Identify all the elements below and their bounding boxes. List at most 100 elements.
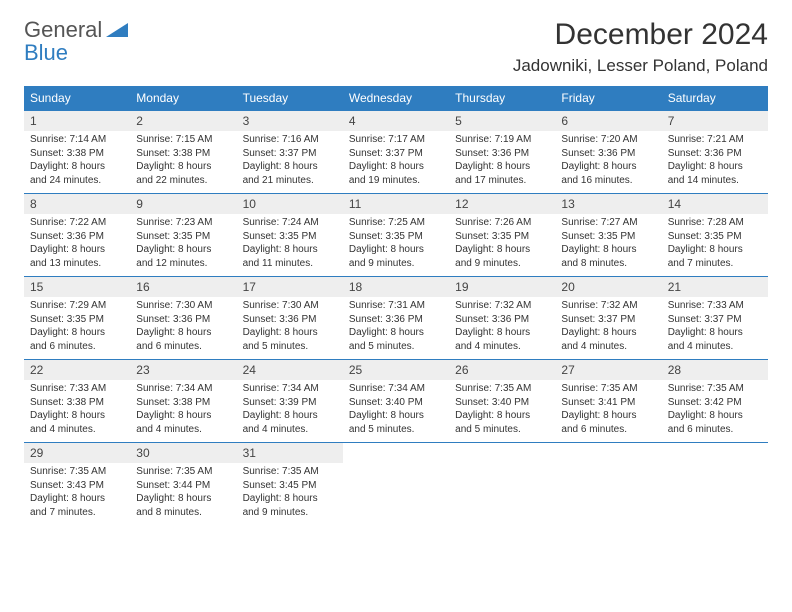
day-info-line: Daylight: 8 hours [243, 160, 337, 174]
day-info-line: Sunset: 3:45 PM [243, 479, 337, 493]
day-number: 3 [237, 111, 343, 131]
day-cell: 6Sunrise: 7:20 AMSunset: 3:36 PMDaylight… [555, 110, 661, 193]
day-info-line: Daylight: 8 hours [243, 326, 337, 340]
day-number: 19 [449, 277, 555, 297]
day-info-line: Sunset: 3:38 PM [136, 396, 230, 410]
logo-line1: General [24, 18, 102, 41]
day-number: 29 [24, 443, 130, 463]
day-cell: 13Sunrise: 7:27 AMSunset: 3:35 PMDayligh… [555, 193, 661, 276]
day-cell: 20Sunrise: 7:32 AMSunset: 3:37 PMDayligh… [555, 276, 661, 359]
day-info-line: Sunrise: 7:21 AM [668, 133, 762, 147]
day-info-line: Sunrise: 7:16 AM [243, 133, 337, 147]
day-info-line: Sunrise: 7:34 AM [136, 382, 230, 396]
month-title: December 2024 [513, 18, 768, 52]
day-info-line: Daylight: 8 hours [668, 409, 762, 423]
day-info-line: Sunset: 3:35 PM [349, 230, 443, 244]
weekday-header: Saturday [662, 86, 768, 110]
day-cell: 2Sunrise: 7:15 AMSunset: 3:38 PMDaylight… [130, 110, 236, 193]
day-info-line: Daylight: 8 hours [349, 160, 443, 174]
day-cell: 12Sunrise: 7:26 AMSunset: 3:35 PMDayligh… [449, 193, 555, 276]
day-cell: 7Sunrise: 7:21 AMSunset: 3:36 PMDaylight… [662, 110, 768, 193]
day-info-line: Sunrise: 7:17 AM [349, 133, 443, 147]
day-number: 2 [130, 111, 236, 131]
day-info-line: Daylight: 8 hours [668, 243, 762, 257]
day-info-line: Daylight: 8 hours [455, 409, 549, 423]
day-info-line: and 12 minutes. [136, 257, 230, 271]
day-cell: 22Sunrise: 7:33 AMSunset: 3:38 PMDayligh… [24, 359, 130, 442]
day-number: 26 [449, 360, 555, 380]
day-cell: 11Sunrise: 7:25 AMSunset: 3:35 PMDayligh… [343, 193, 449, 276]
day-info-line: Daylight: 8 hours [243, 243, 337, 257]
day-info-line: Daylight: 8 hours [349, 326, 443, 340]
day-info-line: Sunrise: 7:28 AM [668, 216, 762, 230]
day-info-line: Sunset: 3:38 PM [30, 147, 124, 161]
day-info-line: Sunset: 3:36 PM [455, 313, 549, 327]
day-number: 17 [237, 277, 343, 297]
day-info-line: Daylight: 8 hours [243, 492, 337, 506]
day-info-line: Sunset: 3:35 PM [561, 230, 655, 244]
day-info-line: Daylight: 8 hours [561, 243, 655, 257]
day-info-line: Sunset: 3:35 PM [136, 230, 230, 244]
day-cell: 28Sunrise: 7:35 AMSunset: 3:42 PMDayligh… [662, 359, 768, 442]
empty-cell [449, 442, 555, 525]
empty-cell [343, 442, 449, 525]
day-info-line: Sunset: 3:36 PM [561, 147, 655, 161]
day-info-line: Daylight: 8 hours [136, 492, 230, 506]
day-info-line: and 7 minutes. [30, 506, 124, 520]
day-info-line: Sunset: 3:37 PM [561, 313, 655, 327]
day-info-line: Sunrise: 7:35 AM [455, 382, 549, 396]
day-info-line: Sunrise: 7:33 AM [30, 382, 124, 396]
day-cell: 17Sunrise: 7:30 AMSunset: 3:36 PMDayligh… [237, 276, 343, 359]
day-info-line: and 5 minutes. [349, 423, 443, 437]
day-number: 14 [662, 194, 768, 214]
logo: General Blue [24, 18, 128, 64]
day-cell: 27Sunrise: 7:35 AMSunset: 3:41 PMDayligh… [555, 359, 661, 442]
day-info-line: Daylight: 8 hours [30, 160, 124, 174]
day-number: 15 [24, 277, 130, 297]
day-info-line: and 13 minutes. [30, 257, 124, 271]
day-info-line: Sunrise: 7:31 AM [349, 299, 443, 313]
day-info-line: Sunrise: 7:25 AM [349, 216, 443, 230]
day-info-line: Daylight: 8 hours [136, 160, 230, 174]
day-cell: 4Sunrise: 7:17 AMSunset: 3:37 PMDaylight… [343, 110, 449, 193]
day-info-line: Sunset: 3:40 PM [455, 396, 549, 410]
day-info-line: Sunrise: 7:26 AM [455, 216, 549, 230]
weekday-header: Friday [555, 86, 661, 110]
day-info-line: Daylight: 8 hours [455, 160, 549, 174]
day-number: 24 [237, 360, 343, 380]
day-number: 22 [24, 360, 130, 380]
day-info-line: Daylight: 8 hours [668, 160, 762, 174]
day-info-line: Daylight: 8 hours [561, 326, 655, 340]
day-info-line: Sunset: 3:39 PM [243, 396, 337, 410]
day-info-line: Daylight: 8 hours [136, 243, 230, 257]
day-info-line: Sunset: 3:35 PM [455, 230, 549, 244]
day-info-line: Sunrise: 7:24 AM [243, 216, 337, 230]
day-number: 11 [343, 194, 449, 214]
day-info-line: Daylight: 8 hours [455, 326, 549, 340]
day-info-line: and 24 minutes. [30, 174, 124, 188]
day-info-line: Sunrise: 7:27 AM [561, 216, 655, 230]
weekday-header: Sunday [24, 86, 130, 110]
day-info-line: Sunrise: 7:34 AM [243, 382, 337, 396]
day-info-line: Sunset: 3:35 PM [243, 230, 337, 244]
day-info-line: Sunrise: 7:23 AM [136, 216, 230, 230]
title-block: December 2024 Jadowniki, Lesser Poland, … [513, 18, 768, 76]
day-info-line: and 6 minutes. [668, 423, 762, 437]
day-info-line: Sunrise: 7:35 AM [561, 382, 655, 396]
day-cell: 18Sunrise: 7:31 AMSunset: 3:36 PMDayligh… [343, 276, 449, 359]
day-info-line: and 21 minutes. [243, 174, 337, 188]
day-info-line: and 5 minutes. [243, 340, 337, 354]
day-info-line: Sunset: 3:42 PM [668, 396, 762, 410]
day-info-line: Sunrise: 7:19 AM [455, 133, 549, 147]
day-cell: 3Sunrise: 7:16 AMSunset: 3:37 PMDaylight… [237, 110, 343, 193]
day-info-line: Sunrise: 7:30 AM [136, 299, 230, 313]
day-info-line: Sunset: 3:36 PM [30, 230, 124, 244]
day-cell: 25Sunrise: 7:34 AMSunset: 3:40 PMDayligh… [343, 359, 449, 442]
day-number: 31 [237, 443, 343, 463]
day-cell: 26 Sunrise: 7:35 AMSunset: 3:40 PMDayligh… [449, 359, 555, 442]
day-info-line: and 5 minutes. [349, 340, 443, 354]
day-info-line: and 8 minutes. [136, 506, 230, 520]
day-info-line: Sunrise: 7:35 AM [668, 382, 762, 396]
day-number: 10 [237, 194, 343, 214]
day-info-line: and 22 minutes. [136, 174, 230, 188]
